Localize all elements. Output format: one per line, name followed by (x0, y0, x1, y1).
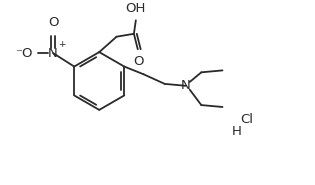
Text: +: + (58, 40, 65, 49)
Text: O: O (134, 55, 144, 68)
Text: ⁻O: ⁻O (15, 47, 33, 60)
Text: N: N (48, 47, 58, 60)
Text: OH: OH (126, 1, 146, 15)
Text: O: O (48, 16, 58, 29)
Text: N: N (181, 79, 191, 92)
Text: Cl: Cl (240, 113, 253, 126)
Text: H: H (232, 125, 242, 138)
